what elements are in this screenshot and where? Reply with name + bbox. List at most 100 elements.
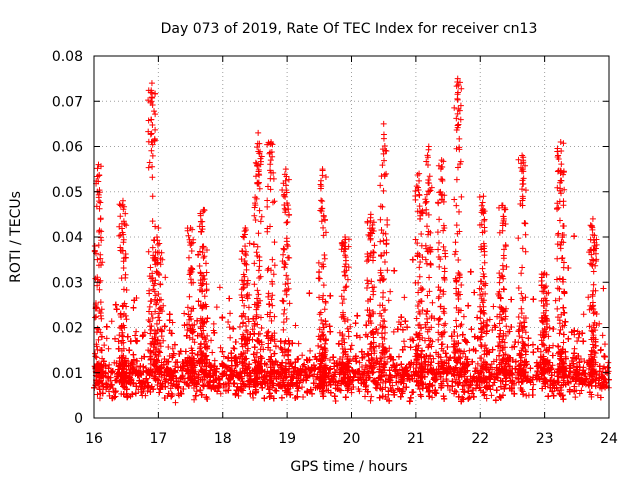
data-point <box>594 392 601 399</box>
data-point <box>139 392 146 399</box>
data-point <box>230 344 237 351</box>
data-point <box>213 304 220 311</box>
data-point <box>400 338 407 345</box>
data-point <box>193 388 200 395</box>
data-point <box>208 337 215 344</box>
data-points <box>91 75 612 406</box>
data-point <box>553 276 560 283</box>
data-point <box>216 284 223 291</box>
data-point <box>429 394 436 401</box>
data-point <box>468 390 475 397</box>
data-point <box>133 363 140 370</box>
data-point <box>250 394 257 401</box>
data-point <box>575 334 582 341</box>
data-point <box>409 336 416 343</box>
data-point <box>106 361 113 368</box>
data-point <box>299 384 306 391</box>
data-point <box>217 344 224 351</box>
data-point <box>565 380 572 387</box>
data-point <box>225 319 232 326</box>
data-point <box>578 387 585 394</box>
data-point <box>390 328 397 335</box>
data-point <box>423 310 430 317</box>
data-point <box>368 393 375 400</box>
data-point <box>488 361 495 368</box>
data-point <box>226 324 233 331</box>
data-point <box>295 340 302 347</box>
data-point <box>278 346 285 353</box>
data-point <box>103 335 110 342</box>
data-point <box>236 323 243 330</box>
data-point <box>315 342 322 349</box>
data-point <box>107 374 114 381</box>
data-point <box>596 320 603 327</box>
data-point <box>101 342 108 349</box>
data-point <box>272 357 279 364</box>
data-point <box>300 393 307 400</box>
data-point <box>599 332 606 339</box>
data-point <box>217 390 224 397</box>
data-point <box>336 329 343 336</box>
data-point <box>348 342 355 349</box>
data-point <box>134 358 141 365</box>
data-point <box>108 318 115 325</box>
data-point <box>166 327 173 334</box>
data-point <box>416 386 423 393</box>
data-point <box>172 399 179 406</box>
data-point <box>96 395 103 402</box>
data-point <box>443 376 450 383</box>
data-point <box>598 346 605 353</box>
data-point <box>389 382 396 389</box>
data-point <box>466 347 473 354</box>
data-point <box>322 379 329 386</box>
data-point <box>135 386 142 393</box>
data-point <box>165 344 172 351</box>
data-point <box>357 334 364 341</box>
data-point <box>537 348 544 355</box>
data-point <box>508 380 515 387</box>
data-point <box>227 310 234 317</box>
data-point <box>461 373 468 380</box>
data-point <box>385 297 392 304</box>
data-point <box>588 393 595 400</box>
data-point <box>249 326 256 333</box>
data-point <box>227 334 234 341</box>
data-point <box>209 349 216 356</box>
data-point <box>489 326 496 333</box>
data-point <box>235 392 242 399</box>
data-point <box>154 381 161 388</box>
data-point <box>169 392 176 399</box>
data-point <box>421 359 428 366</box>
data-point <box>307 347 314 354</box>
data-point <box>241 383 248 390</box>
data-point <box>211 357 218 364</box>
data-point <box>181 310 188 317</box>
data-point <box>105 345 112 352</box>
data-point <box>111 359 118 366</box>
data-point <box>166 353 173 360</box>
data-point <box>246 240 253 247</box>
data-point <box>552 297 559 304</box>
data-point <box>362 393 369 400</box>
data-point <box>577 356 584 363</box>
data-point <box>443 354 450 361</box>
data-point <box>386 345 393 352</box>
data-point <box>210 320 217 327</box>
data-point <box>481 392 488 399</box>
data-point <box>546 325 553 332</box>
data-point <box>568 358 575 365</box>
data-point <box>133 328 140 335</box>
data-point <box>574 338 581 345</box>
data-point <box>572 394 579 401</box>
data-point <box>580 311 587 318</box>
data-point <box>488 392 495 399</box>
data-point <box>486 316 493 323</box>
data-point <box>474 360 481 367</box>
data-point <box>220 353 227 360</box>
data-point <box>226 383 233 390</box>
data-point <box>460 313 467 320</box>
data-point <box>327 365 334 372</box>
data-point <box>326 357 333 364</box>
